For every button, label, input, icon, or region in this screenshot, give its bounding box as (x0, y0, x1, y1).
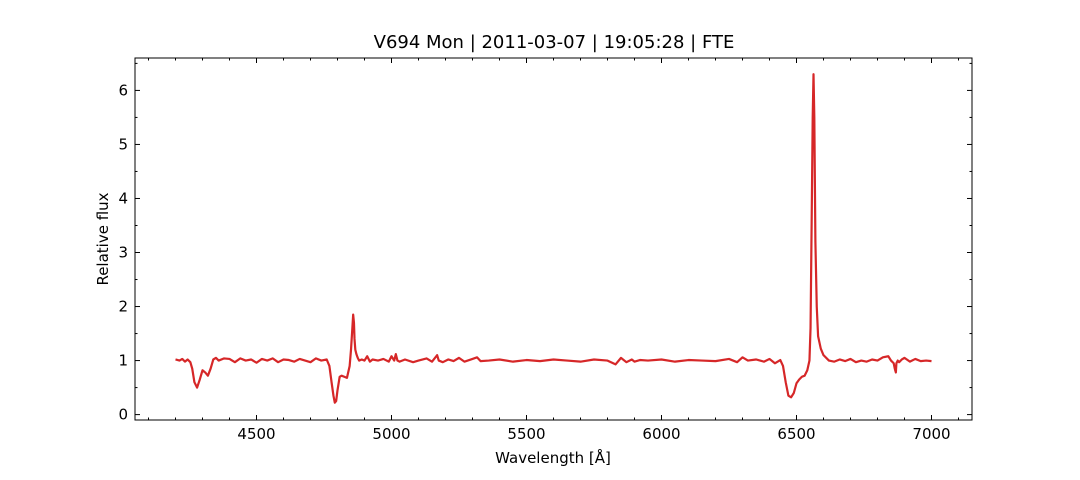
x-tick-label: 4500 (237, 425, 275, 443)
x-axis: 4500 5000 5500 6000 6500 7000 (148, 58, 959, 443)
y-axis-label: Relative flux (94, 192, 112, 285)
plot-frame (134, 57, 973, 421)
y-tick-label: 4 (118, 189, 128, 207)
x-tick-label: 6500 (777, 425, 815, 443)
spectrum-line-0 (175, 73, 932, 404)
y-tick-label: 5 (118, 135, 128, 153)
x-tick-label: 5000 (372, 425, 410, 443)
x-tick-label: 6000 (642, 425, 680, 443)
x-tick-label: 7000 (912, 425, 950, 443)
y-tick-label: 1 (118, 352, 128, 370)
x-axis-label: Wavelength [Å] (495, 448, 611, 467)
chart-title: V694 Mon | 2011-03-07 | 19:05:28 | FTE (374, 32, 735, 53)
series-layer (175, 73, 932, 404)
y-axis: 0 1 2 3 4 5 6 (118, 62, 972, 424)
x-tick-label: 5500 (507, 425, 545, 443)
y-tick-label: 6 (118, 81, 128, 99)
y-tick-label: 3 (118, 244, 128, 262)
y-tick-label: 2 (118, 298, 128, 316)
y-tick-label: 0 (118, 406, 128, 424)
